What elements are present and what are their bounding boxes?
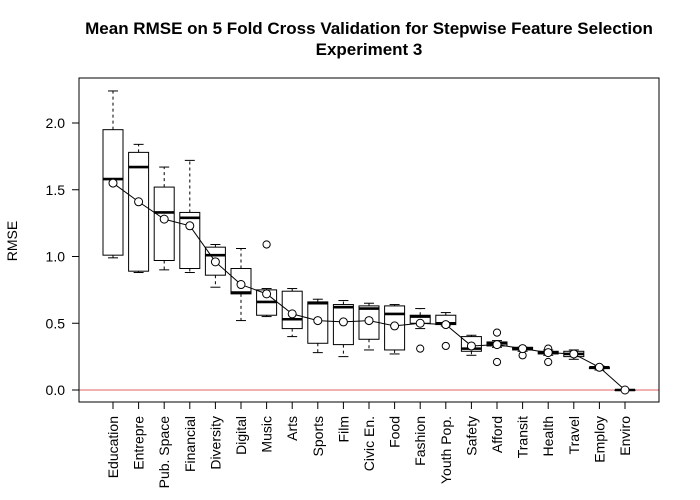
- x-tick-label: Transit: [515, 416, 531, 458]
- mean-point: [313, 316, 323, 326]
- box-sports: [307, 298, 329, 354]
- x-tick-label: Civic En.: [361, 416, 377, 471]
- box-education: [102, 90, 124, 259]
- x-tick-label: Education: [105, 416, 121, 478]
- outlier-point: [262, 240, 271, 249]
- outlier-point: [416, 344, 425, 353]
- x-tick-label: Health: [540, 416, 556, 456]
- x-tick-label: Safety: [463, 416, 479, 456]
- boxes: [102, 90, 636, 392]
- y-axis: 0.0 0.5 1.0 1.5 2.0: [46, 115, 80, 398]
- box-film: [332, 300, 354, 358]
- mean-point: [185, 221, 195, 231]
- box-fashion: [409, 308, 431, 353]
- box-iqr: [102, 129, 124, 256]
- y-tick-label: 0.0: [46, 382, 66, 398]
- mean-point: [236, 280, 246, 290]
- x-tick-label: Youth Pop.: [438, 416, 454, 484]
- x-tick-label: Travel: [566, 416, 582, 454]
- box-financial: [179, 159, 201, 274]
- mean-point: [287, 309, 297, 319]
- x-tick-label: Employ: [591, 416, 607, 463]
- x-tick-label: Entrepre: [131, 416, 147, 470]
- x-tick-label: Enviro: [617, 416, 633, 456]
- mean-point: [390, 321, 400, 331]
- box-music: [256, 240, 278, 318]
- x-tick-label: Sports: [310, 416, 326, 456]
- y-tick-label: 0.5: [46, 315, 66, 331]
- x-tick-label: Diversity: [207, 416, 223, 470]
- chart-title: Mean RMSE on 5 Fold Cross Validation for…: [85, 19, 653, 38]
- x-tick-label: Fashion: [412, 416, 428, 466]
- x-tick-label: Food: [387, 416, 403, 448]
- mean-point: [466, 341, 476, 351]
- mean-point: [620, 385, 630, 395]
- mean-point: [364, 316, 374, 326]
- mean-point: [210, 257, 220, 267]
- mean-point: [134, 197, 144, 207]
- x-tick-label: Financial: [182, 416, 198, 472]
- box-iqr: [128, 151, 150, 272]
- mean-point: [415, 318, 425, 328]
- y-axis-label: RMSE: [4, 221, 20, 261]
- mean-point: [594, 362, 604, 372]
- outlier-point: [544, 357, 553, 367]
- mean-point: [569, 349, 579, 359]
- x-tick-label: Pub. Space: [156, 416, 172, 489]
- mean-point: [262, 289, 272, 299]
- mean-point: [441, 320, 451, 330]
- plot-frame: [78, 77, 660, 403]
- x-tick-label: Afford: [489, 416, 505, 453]
- mean-point: [518, 344, 528, 354]
- x-tick-label: Arts: [284, 416, 300, 441]
- outlier-point: [492, 357, 502, 367]
- outlier-point: [492, 328, 502, 337]
- mean-series: [108, 178, 630, 395]
- outlier-point: [441, 341, 450, 351]
- box-iqr: [153, 186, 175, 262]
- mean-point: [338, 317, 348, 327]
- box-iqr: [179, 211, 201, 270]
- box-civic-en: [358, 302, 380, 351]
- box-pub-space: [153, 166, 175, 271]
- y-tick-label: 2.0: [46, 115, 66, 131]
- box-entrepre: [128, 143, 150, 274]
- mean-point: [108, 178, 118, 188]
- chart-subtitle: Experiment 3: [316, 40, 423, 59]
- x-axis: Education Entrepre Pub. Space Financial Dive…: [105, 402, 633, 488]
- mean-point: [159, 214, 169, 224]
- y-tick-label: 1.5: [46, 182, 66, 198]
- x-tick-label: Film: [335, 416, 351, 442]
- y-tick-label: 1.0: [46, 249, 66, 265]
- x-tick-label: Digital: [233, 416, 249, 455]
- mean-point: [543, 348, 553, 358]
- mean-point: [492, 340, 502, 350]
- x-tick-label: Music: [259, 416, 275, 453]
